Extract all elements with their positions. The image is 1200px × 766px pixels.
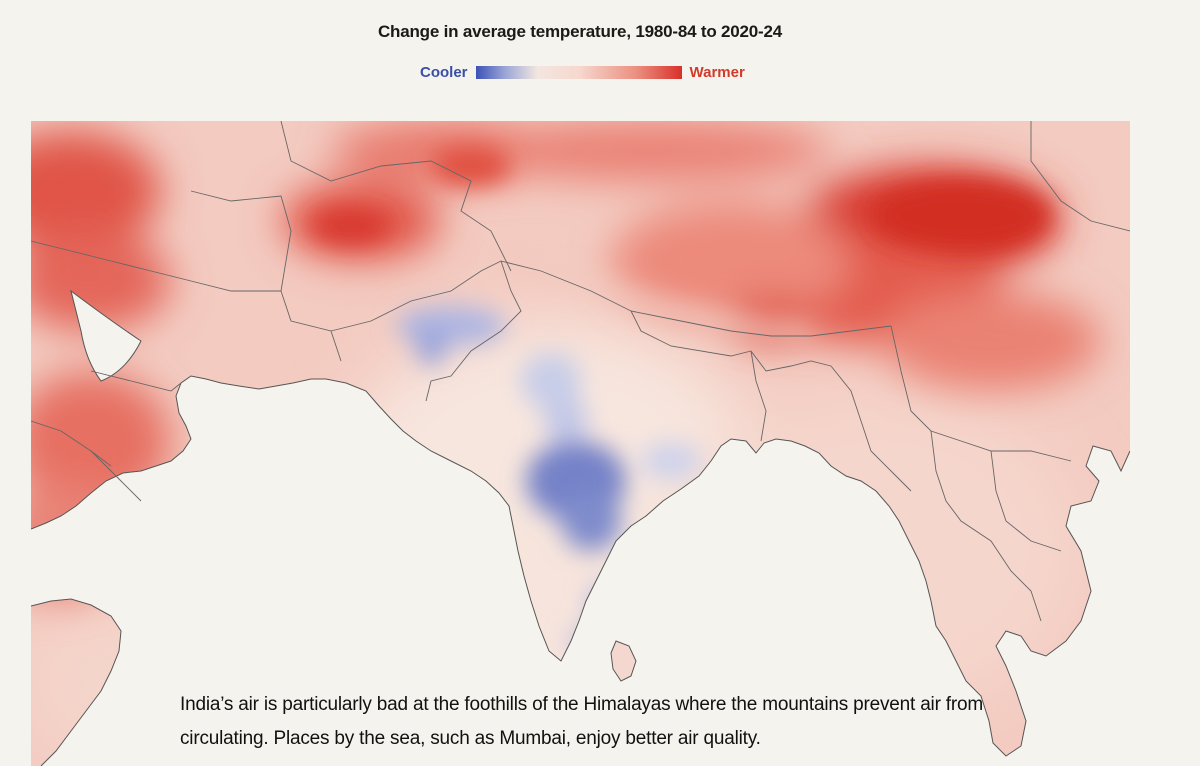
map-caption: India’s air is particularly bad at the f… [180,694,983,749]
map-svg [31,121,1130,766]
color-legend: Cooler Warmer [420,62,745,82]
coastlines [31,289,1130,766]
legend-cool-label: Cooler [420,63,468,81]
chart-title: Change in average temperature, 1980-84 t… [377,22,783,41]
legend-color-ramp [475,65,682,79]
legend-warm-label: Warmer [689,63,745,81]
temperature-map [31,121,1130,766]
country-borders [31,121,1130,622]
